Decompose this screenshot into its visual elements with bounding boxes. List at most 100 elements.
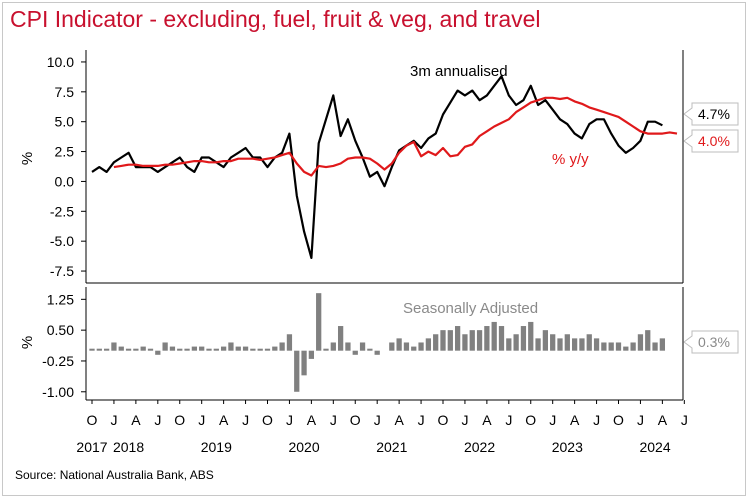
sa-bar [147,348,154,351]
sa-bar [264,348,271,351]
sa-bar [140,346,146,351]
sa-bar [462,334,468,351]
sa-bar [557,338,563,351]
sa-bar [403,342,410,351]
sa-bar [367,348,373,351]
x-tick-label: J [593,412,600,428]
x-tick-label: J [549,412,556,428]
top-y-tick-label: -2.5 [50,203,74,219]
x-tick-label: J [242,412,249,428]
sa-bar [491,321,497,351]
top-y-tick-label: 7.5 [55,84,75,100]
sa-bar [257,348,263,351]
sa-bar [520,326,527,351]
sa-bar [571,338,578,351]
sa-bar [242,346,249,351]
sa-bar [374,350,380,355]
end-label-yoy: 4.0% [698,133,730,149]
sa-bar [125,348,132,351]
sa-bar [645,330,651,351]
sa-bar [272,346,278,351]
top-y-tick-label: 10.0 [47,54,74,70]
series-line-3m-annualised [91,75,663,259]
sa-bar [199,346,205,351]
sa-bar [155,350,161,355]
sa-bar [528,321,534,351]
x-tick-label: J [637,412,644,428]
sa-bar [498,326,505,351]
x-tick-label: J [681,412,688,428]
sa-bar [513,334,519,351]
top-y-axis-label: % [19,152,36,165]
sa-bar [359,342,366,351]
sa-bar [579,338,585,351]
bottom-y-tick-label: 1.25 [47,291,74,307]
sa-bar [330,342,336,351]
top-y-tick-label: -5.0 [50,233,74,249]
sa-bar [652,342,658,351]
annotation-yoy: % y/y [552,151,589,168]
sa-bar [103,348,110,351]
sa-bar [250,348,256,351]
x-year-label: 2022 [464,439,495,455]
sa-bar [133,348,139,351]
sa-bar [279,342,285,351]
sa-bar [389,342,395,351]
sa-bar [411,346,417,351]
sa-bar [623,346,629,351]
sa-bar [294,350,300,392]
x-tick-label: O [87,412,98,428]
x-tick-label: O [174,412,185,428]
bottom-y-tick-label: -0.25 [42,353,74,369]
x-tick-label: J [154,412,161,428]
sa-bar [601,342,607,351]
sa-bar [433,334,439,351]
sa-bar [308,350,315,359]
sa-bar [184,348,190,351]
x-tick-label: A [394,412,404,428]
x-tick-label: A [658,412,668,428]
top-y-tick-label: 2.5 [55,144,75,160]
sa-bar [542,330,549,351]
x-year-label: 2019 [201,439,232,455]
sa-bar [396,338,402,351]
x-tick-label: J [505,412,512,428]
top-y-tick-label: 5.0 [55,114,75,130]
x-tick-label: J [461,412,468,428]
x-tick-label: O [438,412,449,428]
x-tick-label: J [110,412,117,428]
sa-bar [484,326,490,351]
chart-title: CPI Indicator - excluding, fuel, fruit &… [10,6,541,32]
sa-bar [608,342,614,351]
sa-bar [301,350,307,376]
x-tick-label: J [198,412,205,428]
sa-bar [220,346,227,351]
x-year-label: 2021 [376,439,407,455]
x-year-label: 2023 [552,439,583,455]
sa-bar [352,350,358,355]
x-year-label: 2020 [288,439,319,455]
top-y-tick-label: 0.0 [55,173,75,189]
x-tick-label: O [613,412,624,428]
sa-bar [337,326,344,351]
x-tick-label: A [219,412,229,428]
top-y-tick-label: -7.5 [50,263,74,279]
sa-bar [213,348,219,351]
sa-bar [111,342,117,351]
sa-bar [550,334,556,351]
series-line-yoy [113,96,678,177]
sa-bar [535,338,541,351]
sa-bar [564,334,570,351]
sa-bar [118,346,124,351]
sa-bar [615,342,622,351]
annotation-3m-annualised: 3m annualised [410,63,508,80]
sa-bar [418,342,424,351]
x-tick-label: O [525,412,536,428]
sa-bar [476,330,483,351]
sa-bar [177,348,183,351]
sa-bar [206,348,212,351]
end-label-yoy-box [683,129,739,153]
sa-bar [447,330,453,351]
sa-bar [593,338,600,351]
